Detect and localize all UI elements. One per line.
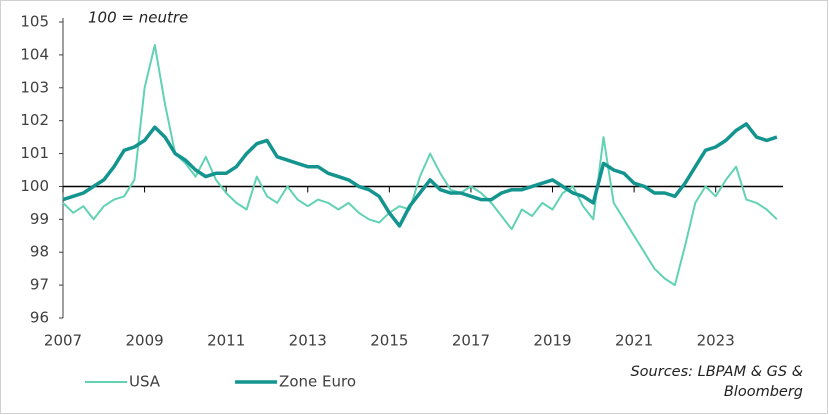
- x-tick-label: 2007: [44, 332, 82, 350]
- y-tick-label: 102: [20, 111, 49, 129]
- y-tick-label: 105: [20, 13, 49, 31]
- source-note: Sources: LBPAM & GS & Bloomberg: [630, 364, 803, 400]
- y-tick-label: 96: [30, 309, 49, 327]
- x-tick-label: 2009: [125, 332, 163, 350]
- annotation: 100 = neutre: [88, 9, 188, 27]
- x-tick-label: 2011: [207, 332, 245, 350]
- series-line: [62, 44, 778, 287]
- y-tick-label: 97: [30, 276, 49, 294]
- x-tick-label: 2021: [615, 332, 653, 350]
- x-tick-label: 2013: [289, 332, 327, 350]
- x-tick-label: 2019: [533, 332, 571, 350]
- y-tick-label: 104: [20, 45, 49, 63]
- y-tick-label: 99: [30, 210, 49, 228]
- x-tick-label: 2015: [370, 332, 408, 350]
- y-tick-label: 101: [20, 144, 49, 162]
- legend-label: USA: [129, 373, 161, 391]
- x-tick-label: 2017: [452, 332, 490, 350]
- y-tick-label: 98: [30, 243, 49, 261]
- y-tick-label: 103: [20, 78, 49, 96]
- x-tick-label: 2023: [697, 332, 735, 350]
- legend-label: Zone Euro: [279, 373, 356, 391]
- series-line: [62, 122, 778, 228]
- y-tick-label: 100: [20, 177, 49, 195]
